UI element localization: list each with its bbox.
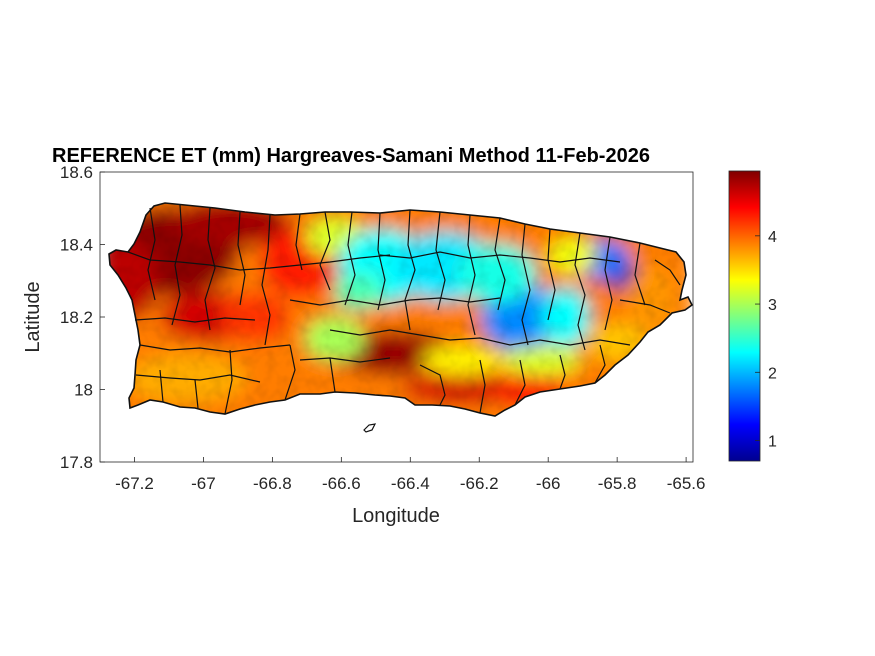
municipality-boundary — [547, 228, 556, 321]
municipality-boundary — [194, 379, 199, 409]
colorbar-tick-label: 3 — [768, 297, 777, 314]
municipality-boundary — [521, 223, 531, 346]
municipality-boundary — [344, 211, 356, 306]
municipality-boundary — [574, 232, 586, 351]
municipality-boundary — [224, 349, 233, 415]
municipality-boundary — [559, 354, 566, 390]
x-tick-label: -65.8 — [598, 474, 637, 493]
x-tick-label: -66 — [536, 474, 561, 493]
y-axis-label: Latitude — [22, 281, 44, 352]
municipality-boundary — [289, 297, 501, 306]
municipality-boundary — [329, 357, 336, 393]
municipality-boundary — [204, 207, 216, 331]
municipality-boundary — [494, 217, 506, 311]
y-tick-label: 18.4 — [60, 236, 93, 255]
municipality-boundary — [171, 204, 183, 326]
municipality-boundary — [284, 344, 296, 401]
colorbar-tick-label: 4 — [768, 229, 777, 246]
municipality-boundary — [654, 259, 681, 286]
municipality-boundary — [514, 359, 526, 406]
y-axis: 17.8 18 18.2 18.4 18.6 — [60, 163, 105, 472]
x-tick-label: -65.6 — [667, 474, 706, 493]
caja-de-muertos-island — [363, 423, 377, 433]
x-axis: -67.2 -67 -66.8 -66.6 -66.4 -66.2 -66 -65.8 -65.… — [115, 457, 705, 493]
municipality-boundary — [329, 329, 631, 346]
x-tick-label: -66.4 — [391, 474, 430, 493]
x-tick-label: -66.8 — [253, 474, 292, 493]
colorbar-tick-label: 1 — [768, 434, 777, 451]
municipality-boundary — [127, 251, 391, 271]
municipality-boundary — [299, 357, 391, 363]
x-tick-label: -66.2 — [460, 474, 499, 493]
municipality-boundary — [237, 211, 246, 306]
municipality-boundary — [435, 211, 446, 311]
municipality-boundary — [604, 236, 613, 331]
municipality-boundary — [159, 369, 164, 403]
municipality-boundary — [134, 317, 256, 323]
colorbar-ticks: 1 2 3 4 — [755, 229, 777, 451]
x-tick-label: -67.2 — [115, 474, 154, 493]
municipality-boundary — [295, 213, 303, 271]
colorbar — [728, 170, 761, 462]
colorbar-tick-label: 2 — [768, 365, 777, 382]
chart-title: REFERENCE ET (mm) Hargreaves-Samani Meth… — [52, 145, 650, 167]
x-tick-label: -66.6 — [322, 474, 361, 493]
y-tick-label: 18 — [74, 381, 93, 400]
municipal-boundaries — [127, 204, 681, 415]
municipality-boundary — [634, 242, 646, 306]
municipality-boundary — [147, 207, 156, 301]
municipality-boundary — [377, 212, 386, 311]
et-heatmap — [109, 203, 692, 416]
municipality-boundary — [319, 211, 331, 291]
municipality-boundary — [479, 359, 486, 414]
municipality-boundary — [419, 364, 446, 406]
municipality-boundary — [261, 214, 271, 346]
municipality-boundary — [135, 374, 261, 383]
municipality-boundary — [467, 214, 476, 336]
municipality-boundary — [619, 299, 671, 314]
municipality-boundary — [379, 251, 621, 263]
island-coastline — [108, 202, 694, 417]
municipality-boundary — [404, 209, 416, 331]
municipality-boundary — [594, 344, 606, 384]
x-axis-label: Longitude — [352, 505, 440, 527]
x-tick-label: -67 — [191, 474, 216, 493]
y-tick-label: 18.2 — [60, 308, 93, 327]
y-tick-label: 18.6 — [60, 163, 93, 182]
municipality-boundary — [139, 344, 291, 353]
y-tick-label: 17.8 — [60, 453, 93, 472]
